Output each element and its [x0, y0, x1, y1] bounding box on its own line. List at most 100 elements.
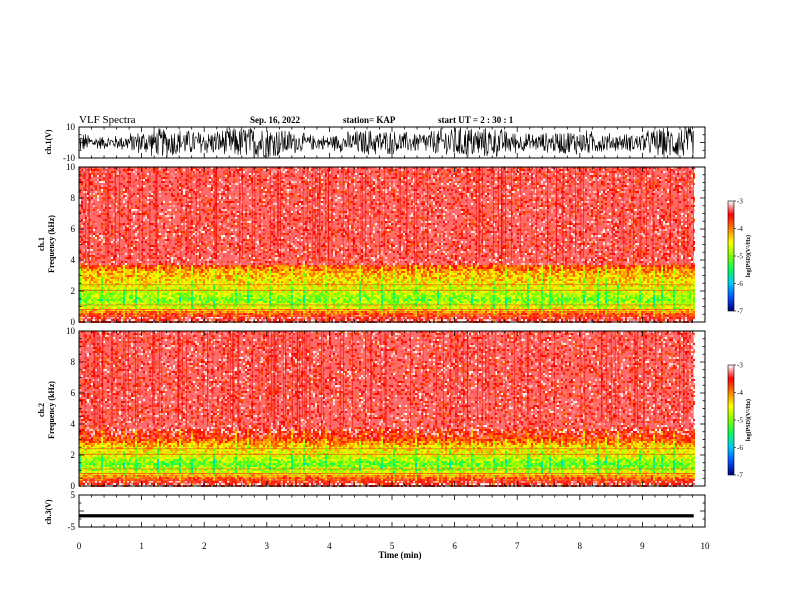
spectrogram-cell — [483, 173, 485, 175]
spectrogram-cell — [217, 177, 219, 179]
spectrogram-cell — [257, 183, 259, 185]
spectrogram-cell — [473, 177, 475, 179]
spectrogram-cell — [111, 175, 113, 177]
spectrogram-cell — [437, 175, 439, 177]
spectrogram-cell — [559, 179, 561, 181]
spectrogram-cell — [363, 179, 365, 181]
spectrogram-cell — [551, 169, 553, 171]
spectrogram-cell — [165, 177, 167, 179]
spectrogram-cell — [205, 179, 207, 181]
spectrogram-cell — [419, 169, 421, 171]
spectrogram-cell — [559, 173, 561, 175]
spectrogram-cell — [393, 183, 395, 185]
spectrogram-cell — [237, 173, 239, 175]
spectrogram-cell — [203, 183, 205, 185]
spectrogram-cell — [349, 181, 351, 183]
spectrogram-cell — [395, 173, 397, 175]
spectrogram-cell — [619, 173, 621, 175]
spectrogram-cell — [121, 175, 123, 177]
spectrogram-cell — [449, 171, 451, 173]
spectrogram-cell — [483, 177, 485, 179]
spectrogram-cell — [167, 177, 169, 179]
spectrogram-cell — [537, 183, 539, 185]
spectrogram-cell — [245, 169, 247, 171]
spectrogram-cell — [661, 171, 663, 173]
spectrogram-cell — [515, 171, 517, 173]
spectrogram-cell — [91, 171, 93, 173]
spectrogram-cell — [459, 171, 461, 173]
spectrogram-cell — [275, 175, 277, 177]
spectrogram-cell — [557, 171, 559, 173]
chart-title: VLF Spectra — [79, 114, 136, 126]
spectrogram-cell — [167, 185, 169, 187]
spectrogram-cell — [537, 181, 539, 183]
spectrogram-cell — [207, 173, 209, 175]
spectrogram-cell — [517, 179, 519, 181]
spectrogram-cell — [93, 173, 95, 175]
spectrogram-cell — [183, 179, 185, 181]
spectrogram-cell — [109, 169, 111, 171]
spectrogram-cell — [293, 181, 295, 183]
spectrogram-cell — [229, 183, 231, 185]
spectrogram-cell — [595, 171, 597, 173]
spectrogram-cell — [541, 183, 543, 185]
spectrogram-cell — [201, 175, 203, 177]
spectrogram-cell — [339, 181, 341, 183]
spectrogram-cell — [401, 177, 403, 179]
spectrogram-cell — [533, 179, 535, 181]
spectrogram-cell — [385, 177, 387, 179]
spectrogram-cell — [265, 179, 267, 181]
spectrogram-cell — [605, 169, 607, 171]
spectrogram-cell — [589, 173, 591, 175]
spectrogram-cell — [209, 185, 211, 187]
spectrogram-cell — [473, 179, 475, 181]
spectrogram-cell — [329, 175, 331, 177]
spectrogram-cell — [403, 181, 405, 183]
spectrogram-cell — [225, 179, 227, 181]
spectrogram-cell — [657, 169, 659, 171]
spectrogram-cell — [473, 173, 475, 175]
spectrogram-cell — [581, 181, 583, 183]
spectrogram-cell — [565, 171, 567, 173]
spectrogram-cell — [627, 177, 629, 179]
spectrogram-cell — [443, 177, 445, 179]
spectrogram-cell — [131, 173, 133, 175]
spectrogram-cell — [159, 169, 161, 171]
spectrogram-cell — [295, 177, 297, 179]
spectrogram-cell — [543, 179, 545, 181]
spectrogram-cell — [97, 173, 99, 175]
spectrogram-cell — [543, 175, 545, 177]
spectrogram-cell — [395, 171, 397, 173]
spectrogram-cell — [525, 179, 527, 181]
spectrogram-cell — [93, 171, 95, 173]
spectrogram-cell — [591, 175, 593, 177]
spectrogram-cell — [271, 173, 273, 175]
spectrogram-cell — [587, 175, 589, 177]
spectrogram-cell — [529, 171, 531, 173]
spectrogram-cell — [439, 177, 441, 179]
spectrogram-cell — [377, 177, 379, 179]
spectrogram-cell — [283, 171, 285, 173]
spectrogram-cell — [123, 177, 125, 179]
spectrogram-cell — [235, 179, 237, 181]
spectrogram-cell — [471, 177, 473, 179]
spectrogram-cell — [323, 173, 325, 175]
spectrogram-cell — [507, 171, 509, 173]
spectrogram-cell — [491, 171, 493, 173]
spectrogram-cell — [637, 169, 639, 171]
spectrogram-cell — [517, 175, 519, 177]
spectrogram-cell — [449, 175, 451, 177]
spectrogram-cell — [309, 181, 311, 183]
spectrogram-cell — [447, 181, 449, 183]
spectrogram-cell — [679, 181, 681, 183]
spectrogram-cell — [675, 171, 677, 173]
spectrogram-cell — [619, 169, 621, 171]
spectrogram-cell — [417, 183, 419, 185]
spectrogram-cell — [163, 177, 165, 179]
spectrogram-cell — [461, 177, 463, 179]
spectrogram-cell — [123, 169, 125, 171]
spectrogram-cell — [339, 177, 341, 179]
spectrogram-cell — [229, 171, 231, 173]
spectrogram-cell — [183, 169, 185, 171]
spectrogram-cell — [685, 181, 687, 183]
